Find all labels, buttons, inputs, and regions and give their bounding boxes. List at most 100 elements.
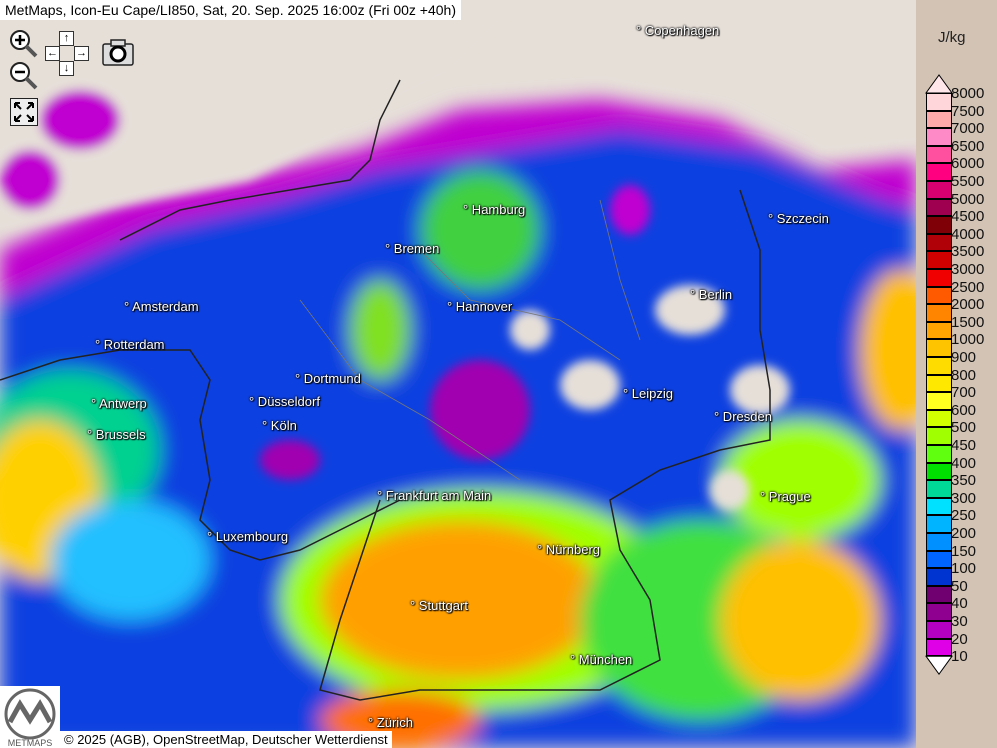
legend-label: 100 xyxy=(951,560,977,578)
city-label: ° Dortmund xyxy=(295,371,361,386)
legend-label: 350 xyxy=(951,472,977,490)
city-label: ° Antwerp xyxy=(91,396,147,411)
city-label: ° Szczecin xyxy=(768,211,829,226)
legend-label: 450 xyxy=(951,437,977,454)
legend-swatch xyxy=(926,145,952,164)
legend-label: 800 xyxy=(951,366,977,384)
pan-up-button[interactable]: ↑ xyxy=(59,31,74,46)
city-label: ° München xyxy=(570,652,633,667)
city-label: ° Amsterdam xyxy=(124,299,199,314)
legend-swatch xyxy=(926,585,952,604)
borders xyxy=(0,79,771,701)
city-label: ° Dresden xyxy=(714,409,772,424)
legend-swatch xyxy=(926,269,952,287)
legend-label: 500 xyxy=(951,419,977,437)
legend-label: 900 xyxy=(951,349,977,366)
map-title: MetMaps, Icon-Eu Cape/LI850, Sat, 20. Se… xyxy=(0,0,461,20)
legend-label: 7000 xyxy=(951,120,985,138)
city-label: ° Hannover xyxy=(447,299,513,314)
legend-label: 7500 xyxy=(951,102,985,120)
legend-label: 600 xyxy=(951,401,977,419)
legend-label: 30 xyxy=(951,613,968,630)
fullscreen-icon[interactable] xyxy=(10,98,38,126)
legend-swatch xyxy=(926,304,952,322)
legend-label: 2000 xyxy=(951,296,985,314)
legend-label: 300 xyxy=(951,489,977,507)
legend-swatch xyxy=(926,638,952,657)
legend-swatch xyxy=(926,339,952,357)
city-label: ° Bremen xyxy=(385,241,440,256)
legend-swatch xyxy=(926,110,952,129)
legend-swatch xyxy=(926,93,952,111)
legend-label: 5500 xyxy=(951,173,985,190)
legend-swatch xyxy=(926,409,952,428)
legend-swatch xyxy=(926,621,952,639)
legend-max-arrow xyxy=(925,74,953,94)
legend-swatch xyxy=(926,392,952,410)
city-label: ° Nürnberg xyxy=(537,542,601,557)
legend-label: 150 xyxy=(951,542,977,560)
legend-label: 6000 xyxy=(951,155,985,173)
map[interactable]: MetMaps, Icon-Eu Cape/LI850, Sat, 20. Se… xyxy=(0,0,916,748)
legend-swatch xyxy=(926,427,952,445)
city-label: ° Rotterdam xyxy=(95,337,165,352)
city-label: ° Zürich xyxy=(368,715,413,730)
city-label: ° Berlin xyxy=(690,287,733,302)
cape-field xyxy=(0,0,916,748)
city-label: ° Düsseldorf xyxy=(249,394,320,409)
zoom-in-icon[interactable] xyxy=(8,28,38,58)
color-legend: J/kg 8000 7500 7000 6500 6000 5500 5000 4500 400… xyxy=(916,0,997,748)
legend-label: 10 xyxy=(951,648,968,666)
legend-swatch xyxy=(926,128,952,146)
legend-swatch xyxy=(926,163,952,181)
legend-swatch xyxy=(926,374,952,393)
legend-swatch xyxy=(926,216,952,234)
legend-swatch xyxy=(926,445,952,463)
legend-swatch xyxy=(926,321,952,340)
city-label: ° Stuttgart xyxy=(410,598,468,613)
legend-unit: J/kg xyxy=(938,29,966,46)
pan-down-button[interactable]: ↓ xyxy=(59,61,74,76)
legend-swatch xyxy=(926,181,952,199)
attribution: © 2025 (AGB), OpenStreetMap, Deutscher W… xyxy=(60,731,392,748)
legend-label: 250 xyxy=(951,507,977,525)
city-label: ° Luxembourg xyxy=(207,529,289,544)
legend-label: 2500 xyxy=(951,278,985,296)
legend-label: 40 xyxy=(951,595,968,613)
city-label: ° Brussels xyxy=(87,427,146,442)
legend-swatch xyxy=(926,462,952,481)
zoom-out-icon[interactable] xyxy=(8,60,38,90)
legend-swatch xyxy=(926,233,952,252)
legend-label: 4000 xyxy=(951,225,985,243)
legend-swatch xyxy=(926,568,952,586)
legend-label: 50 xyxy=(951,577,968,595)
legend-label: 200 xyxy=(951,525,977,542)
legend-min-arrow xyxy=(925,655,953,676)
legend-swatch xyxy=(926,603,952,621)
pan-right-button[interactable]: → xyxy=(74,46,89,61)
legend-swatch xyxy=(926,497,952,516)
city-label: ° Köln xyxy=(262,418,297,433)
pan-left-button[interactable]: ← xyxy=(45,46,60,61)
legend-label: 6500 xyxy=(951,137,985,155)
city-label: ° Hamburg xyxy=(463,202,526,217)
city-label: ° Copenhagen xyxy=(636,23,720,38)
legend-label: 1000 xyxy=(951,331,985,349)
legend-swatch xyxy=(926,251,952,269)
legend-swatch xyxy=(926,357,952,375)
legend-swatch xyxy=(926,286,952,305)
legend-swatch xyxy=(926,515,952,533)
legend-label: 400 xyxy=(951,454,977,472)
svg-text:METMAPS: METMAPS xyxy=(8,738,53,748)
legend-label: 20 xyxy=(951,630,968,648)
camera-icon[interactable] xyxy=(102,38,134,66)
legend-label: 3000 xyxy=(951,261,985,278)
legend-label: 1500 xyxy=(951,313,985,331)
legend-swatch xyxy=(926,533,952,551)
legend-swatch xyxy=(926,198,952,217)
legend-swatch xyxy=(926,480,952,498)
legend-label: 700 xyxy=(951,384,977,402)
city-label: ° Frankfurt am Main xyxy=(377,488,492,503)
legend-label: 5000 xyxy=(951,190,985,208)
legend-swatch xyxy=(926,550,952,569)
